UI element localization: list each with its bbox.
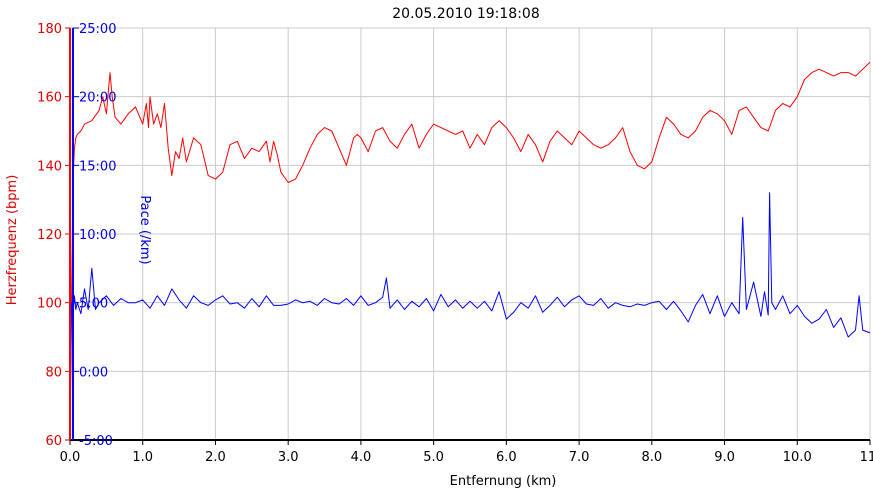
- x-tick-label: 3.0: [278, 450, 299, 465]
- pace-tick-label: 10:00: [79, 228, 116, 243]
- pace-tick-label: 25:00: [79, 22, 116, 37]
- y-axis-left-label: Herzfrequenz (bpm): [5, 175, 20, 306]
- pace-tick-label: 20:00: [79, 91, 116, 106]
- hr-tick-label: 160: [37, 91, 62, 106]
- pace-tick-label: 5:00: [79, 297, 108, 312]
- hr-tick-label: 80: [45, 365, 62, 380]
- heart-rate-line: [69, 61, 871, 434]
- pace-tick-label: 0:00: [79, 365, 108, 380]
- x-tick-label: 5.0: [423, 450, 444, 465]
- hr-tick-label: 180: [37, 22, 62, 37]
- hr-tick-label: 140: [37, 159, 62, 174]
- hr-tick-label: 120: [37, 228, 62, 243]
- x-tick-label: 9.0: [714, 450, 735, 465]
- x-tick-label: 6.0: [496, 450, 517, 465]
- pace-line: [69, 192, 871, 441]
- grid: [70, 27, 871, 440]
- series-lines: [69, 61, 871, 441]
- x-tick-label: 4.0: [351, 450, 372, 465]
- axes: [65, 27, 871, 445]
- x-tick-label: 7.0: [569, 450, 590, 465]
- x-tick-label: 8.0: [641, 450, 662, 465]
- x-tick-label: 11.: [860, 450, 873, 465]
- chart-title: 20.05.2010 19:18:08: [392, 6, 540, 22]
- x-tick-label: 10.0: [783, 450, 812, 465]
- x-tick-label: 1.0: [132, 450, 153, 465]
- y-axis-right-label: Pace (/km): [137, 195, 152, 264]
- tick-labels: 0.0 1.0 2.0 3.0 4.0 5.0 6.0 7.0 8.0 9.0 10.0 11. 60 8…: [37, 22, 873, 465]
- x-axis-label: Entfernung (km): [450, 474, 557, 489]
- x-tick-label: 0.0: [60, 450, 81, 465]
- pace-tick-label: 15:00: [79, 159, 116, 174]
- hr-tick-label: 60: [45, 434, 62, 449]
- hr-tick-label: 100: [37, 297, 62, 312]
- x-tick-label: 2.0: [205, 450, 226, 465]
- pace-tick-label: -5:00: [79, 434, 113, 449]
